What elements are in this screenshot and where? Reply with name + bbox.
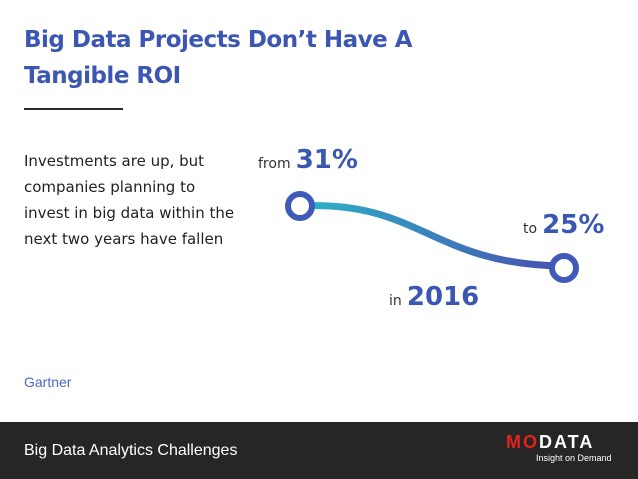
source-label: Gartner bbox=[24, 374, 72, 390]
stat-year-prefix: in bbox=[389, 293, 402, 309]
title-underline bbox=[24, 108, 123, 110]
footer-title: Big Data Analytics Challenges bbox=[24, 442, 238, 459]
stat-from-value: 31% bbox=[295, 145, 358, 175]
stat-from-prefix: from bbox=[258, 156, 291, 172]
stat-to-prefix: to bbox=[523, 221, 538, 237]
logo-word-rest: DATA bbox=[539, 432, 595, 452]
start-point-marker bbox=[285, 191, 315, 221]
stat-year-value: 2016 bbox=[406, 282, 480, 312]
stat-to-value: 25% bbox=[542, 210, 605, 240]
end-point-marker bbox=[549, 253, 579, 283]
slide-title: Big Data Projects Don’t Have A Tangible … bbox=[24, 27, 413, 89]
stat-to: to 25% bbox=[523, 210, 604, 240]
logo-tagline: Insight on Demand bbox=[536, 453, 612, 463]
modata-logo: MODATA Insight on Demand bbox=[506, 432, 618, 466]
curve-line bbox=[296, 202, 566, 270]
stat-year: in 2016 bbox=[389, 282, 479, 312]
footer-bar: Big Data Analytics Challenges MODATA Ins… bbox=[0, 422, 638, 479]
stat-from: from 31% bbox=[258, 145, 358, 175]
logo-wordmark: MODATA bbox=[506, 432, 594, 453]
body-text: Investments are up, but companies planni… bbox=[24, 152, 235, 248]
logo-word-accent: MO bbox=[506, 432, 539, 452]
